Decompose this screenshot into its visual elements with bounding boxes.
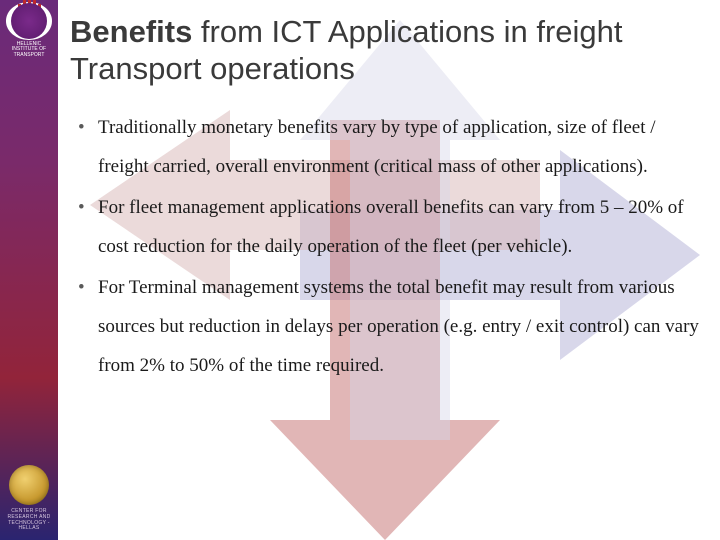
sidebar-accent bbox=[0, 0, 58, 540]
logo-top-label: HELLENIC INSTITUTE OF TRANSPORT bbox=[4, 42, 54, 59]
logo-bottom-label: CENTER FOR RESEARCH AND TECHNOLOGY - HEL… bbox=[4, 509, 54, 532]
slide-title: Benefits from ICT Applications in freigh… bbox=[70, 14, 702, 87]
list-item: Traditionally monetary benefits vary by … bbox=[76, 109, 702, 187]
list-item: For Terminal management systems the tota… bbox=[76, 269, 702, 386]
bullet-list: Traditionally monetary benefits vary by … bbox=[70, 109, 702, 386]
logo-institute: HELLENIC INSTITUTE OF TRANSPORT bbox=[4, 2, 54, 58]
list-item: For fleet management applications overal… bbox=[76, 189, 702, 267]
title-strong: Benefits bbox=[70, 14, 192, 49]
logo-center: CENTER FOR RESEARCH AND TECHNOLOGY - HEL… bbox=[4, 465, 54, 532]
slide-content: Benefits from ICT Applications in freigh… bbox=[70, 14, 702, 388]
